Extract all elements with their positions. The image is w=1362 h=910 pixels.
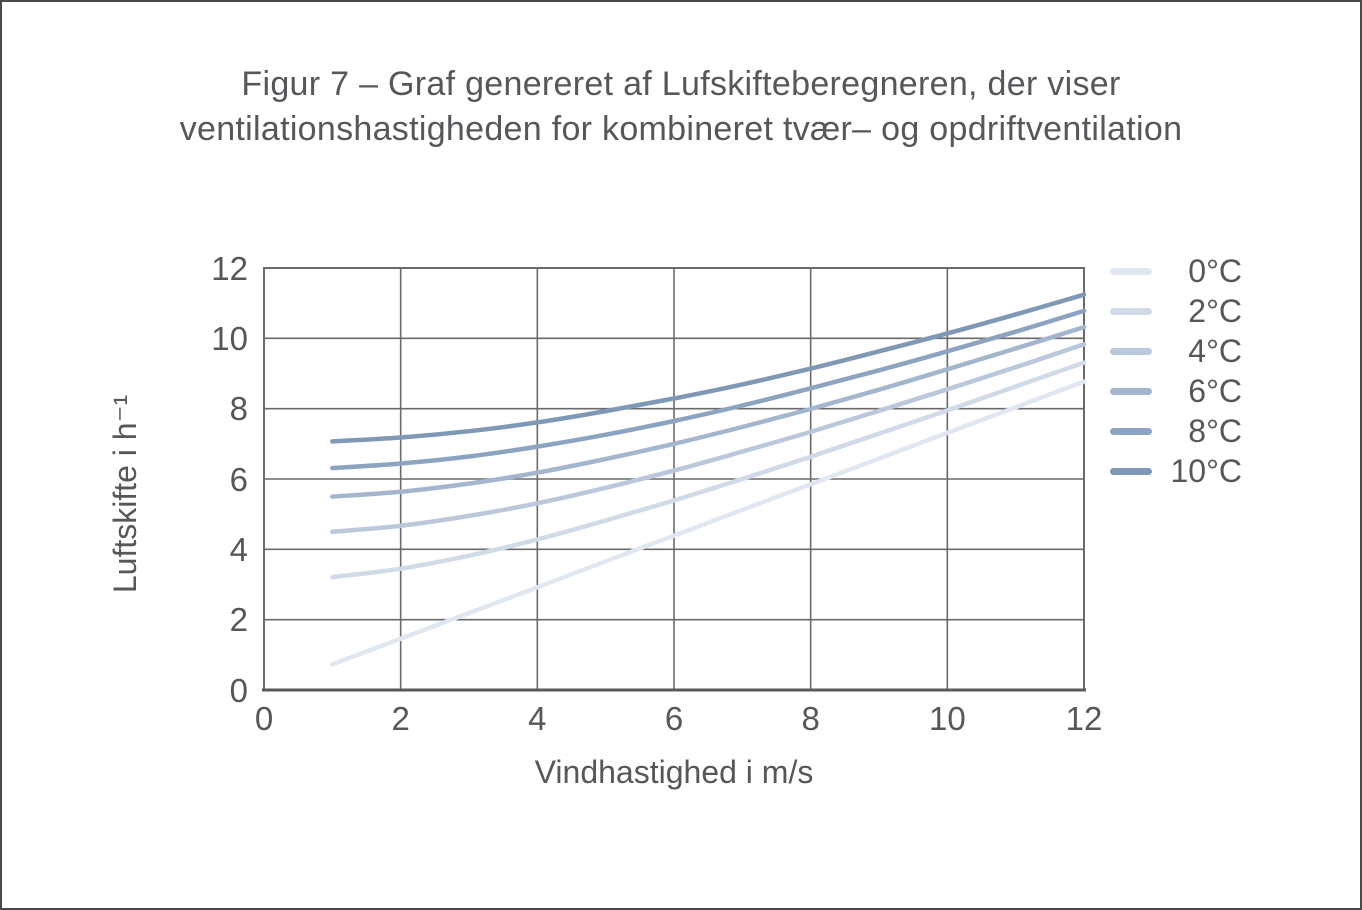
series-line-6c bbox=[330, 324, 1087, 499]
figure-title: Figur 7 – Graf genereret af Lufskifteber… bbox=[2, 62, 1360, 152]
series-line-2c bbox=[330, 360, 1087, 580]
legend-swatch bbox=[1110, 427, 1152, 435]
y-tick-label: 10 bbox=[211, 319, 248, 357]
figure-title-line2: ventilationshastigheden for kombineret t… bbox=[179, 110, 1183, 148]
y-axis-title: Luftskifte i h⁻¹ bbox=[107, 394, 143, 594]
series-line-0c bbox=[330, 379, 1087, 667]
y-tick-label: 2 bbox=[229, 601, 248, 639]
series-line-8c bbox=[330, 308, 1087, 471]
legend-label: 0°C bbox=[1188, 252, 1242, 289]
x-tick-label: 12 bbox=[1065, 700, 1103, 737]
x-tick-label: 2 bbox=[391, 700, 410, 737]
series-line-10c bbox=[330, 292, 1087, 444]
legend-label: 6°C bbox=[1188, 372, 1242, 409]
legend-label: 10°C bbox=[1170, 452, 1243, 489]
x-tick-label: 8 bbox=[801, 700, 820, 737]
legend-swatch bbox=[1110, 387, 1152, 395]
legend-item: 8°C bbox=[1110, 411, 1242, 451]
legend-item: 6°C bbox=[1110, 371, 1242, 411]
x-tick-label: 4 bbox=[528, 700, 547, 737]
legend-swatch bbox=[1110, 307, 1152, 315]
legend-item: 2°C bbox=[1110, 291, 1242, 331]
y-tick-label: 8 bbox=[229, 390, 248, 428]
y-tick-label: 6 bbox=[229, 460, 248, 498]
legend-swatch bbox=[1110, 347, 1152, 355]
x-axis-title: Vindhastighed i m/s bbox=[534, 754, 814, 790]
x-tick-label: 10 bbox=[928, 700, 966, 737]
legend-label: 8°C bbox=[1188, 412, 1242, 449]
legend-item: 4°C bbox=[1110, 331, 1242, 371]
y-tick-label: 12 bbox=[211, 249, 248, 287]
legend-label: 4°C bbox=[1188, 332, 1242, 369]
y-tick-label: 4 bbox=[229, 530, 248, 568]
legend-item: 0°C bbox=[1110, 251, 1242, 291]
legend-label: 2°C bbox=[1188, 292, 1242, 329]
y-tick-label: 0 bbox=[229, 671, 248, 709]
figure-title-line1: Figur 7 – Graf genereret af Lufskifteber… bbox=[241, 65, 1121, 103]
legend-swatch bbox=[1110, 467, 1152, 475]
legend-swatch bbox=[1110, 267, 1152, 275]
series-line-4c bbox=[330, 342, 1087, 535]
x-tick-label: 0 bbox=[254, 700, 274, 737]
legend: 0°C 2°C 4°C 6°C 8°C 10°C bbox=[1110, 251, 1242, 491]
x-tick-label: 6 bbox=[664, 700, 684, 737]
legend-item: 10°C bbox=[1110, 451, 1242, 491]
